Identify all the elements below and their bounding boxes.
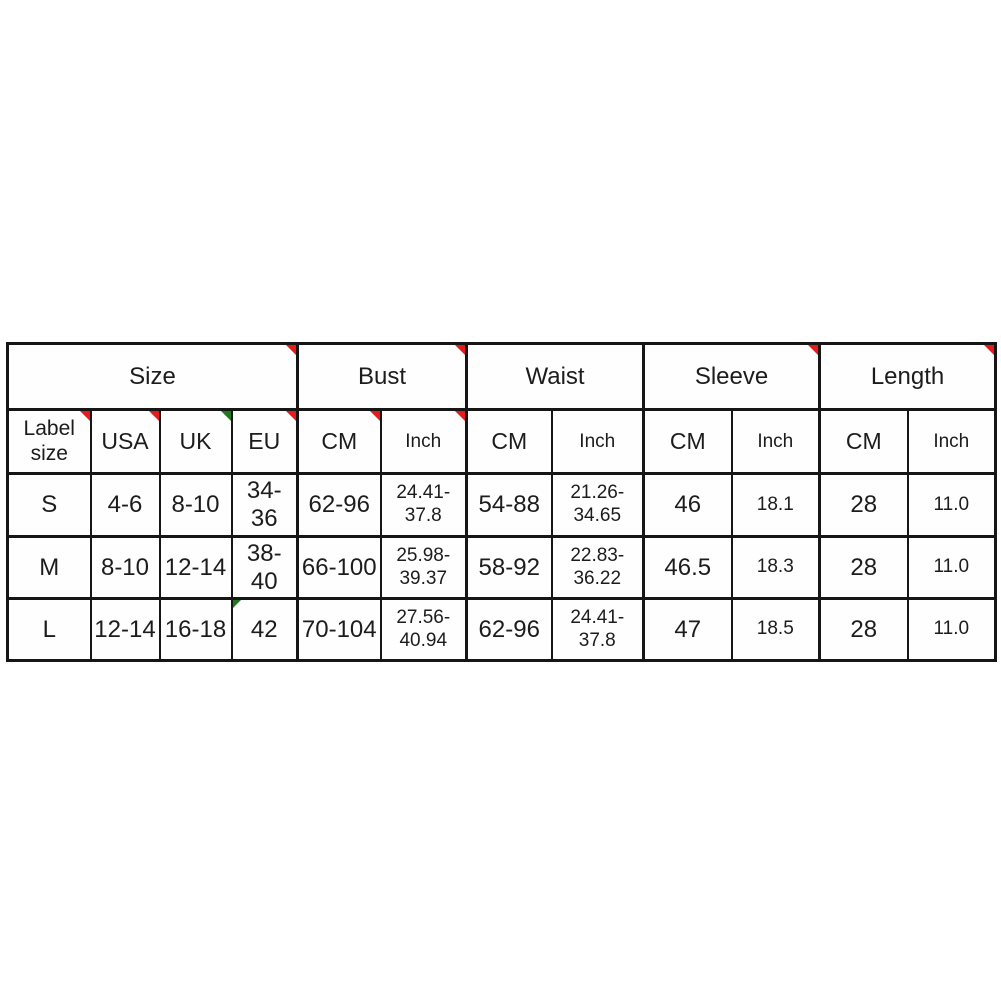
header-bust-inch: Inch	[379, 408, 468, 475]
cell-s-sleeve-cm: 46	[642, 472, 733, 538]
cell-m-length-cm: 28	[818, 535, 909, 600]
header-waist-inch-label: Inch	[579, 430, 616, 452]
header-waist-cm: CM	[465, 408, 553, 475]
comment-marker-icon	[232, 600, 241, 608]
header-sleeve-label: Sleeve	[694, 362, 769, 390]
header-waist: Waist	[464, 342, 645, 411]
cell-l-waist-cm: 62-96	[465, 597, 553, 662]
cell-m-length-inch: 11.0	[906, 535, 998, 600]
comment-marker-icon	[148, 411, 159, 421]
size-row-s: S 4-6 8-10 34-36 62-96 24.41-37.8 54-88 …	[6, 472, 998, 538]
header-label-size-label: Label size	[23, 416, 75, 465]
cell-m-uk: 12-14	[158, 535, 233, 600]
header-waist-cm-label: CM	[491, 428, 528, 454]
cell-l-waist-inch: 24.41-37.8	[550, 597, 645, 662]
cell-l-uk: 16-18	[158, 597, 233, 662]
header-sleeve-inch: Inch	[730, 408, 821, 475]
cell-l-sleeve-inch: 18.5	[730, 597, 821, 662]
header-length-cm-label: CM	[845, 428, 882, 454]
cell-s-sleeve-inch: 18.1	[730, 472, 821, 538]
header-usa-label: USA	[101, 428, 149, 454]
header-usa: USA	[89, 408, 161, 475]
header-length-label: Length	[870, 362, 945, 390]
header-bust: Bust	[296, 342, 468, 411]
header-sleeve: Sleeve	[642, 342, 821, 411]
cell-m-bust-inch: 25.98-39.37	[379, 535, 468, 600]
header-length: Length	[818, 342, 998, 411]
header-row-sections: Size Bust Waist Sleeve Length	[6, 342, 998, 411]
header-uk: UK	[158, 408, 233, 475]
cell-m-waist-cm: 58-92	[465, 535, 553, 600]
header-sleeve-cm-label: CM	[669, 428, 706, 454]
cell-s-waist-cm: 54-88	[465, 472, 553, 538]
cell-l-sleeve-cm: 47	[642, 597, 733, 662]
cell-s-length-cm: 28	[818, 472, 909, 538]
cell-s-waist-inch: 21.26-34.65	[550, 472, 645, 538]
header-bust-inch-label: Inch	[405, 430, 442, 452]
header-sleeve-cm: CM	[642, 408, 733, 475]
size-chart-table: Size Bust Waist Sleeve Length	[6, 342, 998, 662]
comment-marker-icon	[984, 345, 995, 355]
cell-s-uk: 8-10	[158, 472, 233, 538]
cell-m-usa: 8-10	[89, 535, 161, 600]
comment-marker-icon	[79, 411, 90, 421]
comment-marker-icon	[808, 345, 819, 355]
cell-l-usa: 12-14	[89, 597, 161, 662]
cell-m-bust-cm: 66-100	[296, 535, 382, 600]
header-eu: EU	[230, 408, 299, 475]
comment-marker-icon	[369, 411, 380, 421]
header-sleeve-inch-label: Inch	[757, 430, 794, 452]
cell-l-length-inch: 11.0	[906, 597, 998, 662]
comment-marker-icon	[286, 345, 296, 355]
cell-m-eu: 38-40	[230, 535, 299, 600]
header-uk-label: UK	[179, 428, 212, 454]
header-bust-cm: CM	[296, 408, 382, 475]
header-bust-cm-label: CM	[321, 428, 358, 454]
cell-s-bust-cm: 62-96	[296, 472, 382, 538]
header-eu-label: EU	[248, 428, 281, 454]
header-length-inch-label: Inch	[933, 430, 970, 452]
header-size: Size	[6, 342, 299, 411]
header-bust-label: Bust	[357, 362, 407, 390]
header-waist-inch: Inch	[550, 408, 645, 475]
comment-marker-icon	[220, 411, 231, 421]
cell-m-waist-inch: 22.83-36.22	[550, 535, 645, 600]
header-length-inch: Inch	[906, 408, 998, 475]
cell-l-length-cm: 28	[818, 597, 909, 662]
cell-s-bust-inch: 24.41-37.8	[379, 472, 468, 538]
cell-s-label: S	[6, 472, 92, 538]
header-size-label: Size	[129, 362, 176, 390]
header-length-cm: CM	[818, 408, 909, 475]
cell-l-bust-inch: 27.56-40.94	[379, 597, 468, 662]
cell-l-bust-cm: 70-104	[296, 597, 382, 662]
cell-l-eu-value: 42	[250, 615, 278, 643]
comment-marker-icon	[455, 345, 465, 355]
comment-marker-icon	[455, 411, 465, 421]
size-row-l: L 12-14 16-18 42 70-104 27.56-40.94 62-9…	[6, 597, 998, 662]
header-waist-label: Waist	[525, 362, 585, 390]
cell-l-eu: 42	[230, 597, 299, 662]
cell-l-label: L	[6, 597, 92, 662]
cell-m-sleeve-inch: 18.3	[730, 535, 821, 600]
header-label-size: Label size	[6, 408, 92, 475]
header-row-subcolumns: Label size USA UK EU CM Inch	[6, 408, 998, 475]
size-row-m: M 8-10 12-14 38-40 66-100 25.98-39.37 58…	[6, 535, 998, 600]
cell-m-label: M	[6, 535, 92, 600]
cell-m-sleeve-cm: 46.5	[642, 535, 733, 600]
comment-marker-icon	[286, 411, 296, 421]
cell-s-usa: 4-6	[89, 472, 161, 538]
cell-s-length-inch: 11.0	[906, 472, 998, 538]
cell-s-eu: 34-36	[230, 472, 299, 538]
